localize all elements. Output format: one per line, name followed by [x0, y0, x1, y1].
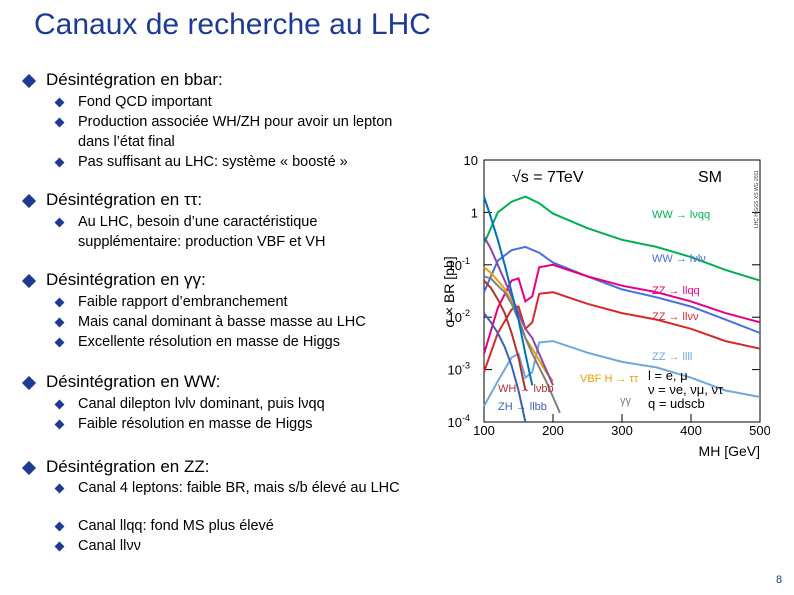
y-axis-label: σ × BR [pb] — [441, 256, 457, 327]
x-tick-label: 200 — [542, 423, 564, 438]
x-tick-label: 300 — [611, 423, 633, 438]
diamond-bullet-icon — [54, 317, 65, 328]
series-line — [483, 263, 761, 355]
sub-bullet-text: Production associée WH/ZH pour avoir un … — [78, 114, 393, 150]
series-line — [483, 196, 534, 386]
model-annotation: SM — [698, 169, 722, 186]
series-line — [483, 312, 527, 423]
series-label: ZZ → llll — [652, 351, 692, 363]
y-tick-label: 1 — [471, 205, 478, 220]
section-heading-text: Désintégration en ττ: — [46, 190, 203, 209]
diamond-bullet-icon — [21, 193, 37, 209]
section-heading-text: Désintégration en bbar: — [46, 70, 223, 89]
y-tick-exponent: -1 — [462, 256, 470, 266]
sub-bullet-text: Canal dilepton lνlν dominant, puis lνqq — [78, 396, 325, 412]
series-line — [483, 279, 527, 391]
series-label: WH → lνbb — [498, 383, 554, 395]
sub-bullet-text: Fond QCD important — [78, 94, 212, 110]
diamond-bullet-icon — [54, 117, 65, 128]
sub-bullet-text: Excellente résolution en masse de Higgs — [78, 334, 340, 350]
diamond-bullet-icon — [54, 521, 65, 532]
y-tick-exponent: -4 — [462, 413, 470, 423]
diamond-bullet-icon — [21, 73, 37, 89]
sub-bullet-text: Faible rapport d’embranchement — [78, 294, 288, 310]
page-number: 8 — [776, 574, 783, 586]
quark-legend: q = udscb — [648, 396, 705, 411]
y-tick-exponent: -2 — [462, 308, 470, 318]
series-label: γγ — [620, 395, 632, 407]
diamond-bullet-icon — [54, 541, 65, 552]
slide-title: Canaux de recherche au LHC — [34, 8, 431, 41]
series-label: ZZ → llqq — [652, 285, 700, 297]
series-label: VBF H → ττ — [580, 373, 639, 385]
series-line — [483, 195, 761, 282]
y-tick-exponent: -3 — [462, 361, 470, 371]
section-heading-text: Désintégration en ZZ: — [46, 457, 210, 476]
y-tick-label: 10-3 — [448, 361, 470, 378]
sub-bullet-text: Canal llνν — [78, 538, 141, 554]
sub-bullet-text: Canal llqq: fond MS plus élevé — [78, 518, 274, 534]
series-label: ZZ → llνν — [652, 311, 699, 323]
sub-bullet-text: Mais canal dominant à basse masse au LHC — [78, 314, 366, 330]
lepton-legend: l = e, μ — [648, 368, 688, 383]
diamond-bullet-icon — [54, 297, 65, 308]
section-heading-text: Désintégration en WW: — [46, 372, 221, 391]
series-line — [483, 245, 761, 334]
diamond-bullet-icon — [54, 157, 65, 168]
watermark: LHC HIGGS XS WG 2011 — [754, 170, 760, 228]
x-tick-label: 100 — [473, 423, 495, 438]
diamond-bullet-icon — [54, 217, 65, 228]
series-label: WW → lνlν — [652, 253, 706, 265]
diamond-bullet-icon — [21, 375, 37, 391]
section-heading-text: Désintégration en γγ: — [46, 270, 206, 289]
energy-annotation: √s = 7TeV — [512, 169, 584, 186]
series-line — [483, 340, 761, 407]
x-axis-label: MH [GeV] — [699, 443, 760, 459]
series-line — [483, 275, 561, 414]
sub-bullet-text: Canal 4 leptons: faible BR, mais s/b éle… — [78, 480, 400, 496]
diamond-bullet-icon — [54, 399, 65, 410]
series-label: WW → lνqq — [652, 209, 710, 221]
series-line — [483, 291, 761, 373]
y-tick-label: 10 — [464, 153, 478, 168]
sub-bullet-text: Faible résolution en masse de Higgs — [78, 416, 313, 432]
x-tick-label: 400 — [680, 423, 702, 438]
diamond-bullet-icon — [21, 460, 37, 476]
diamond-bullet-icon — [54, 97, 65, 108]
x-tick-label: 500 — [749, 423, 770, 438]
diamond-bullet-icon — [21, 273, 37, 289]
neutrino-legend: ν = νe, νμ, ντ — [648, 382, 724, 397]
y-tick-label: 10-4 — [448, 413, 470, 430]
diamond-bullet-icon — [54, 483, 65, 494]
series-label: ZH → llbb — [498, 401, 547, 413]
diamond-bullet-icon — [54, 419, 65, 430]
diamond-bullet-icon — [54, 337, 65, 348]
sub-bullet-text: Au LHC, besoin d’une caractéristique sup… — [78, 214, 326, 250]
sub-bullet-text: Pas suffisant au LHC: système « boosté » — [78, 154, 348, 170]
series-line — [483, 235, 554, 386]
